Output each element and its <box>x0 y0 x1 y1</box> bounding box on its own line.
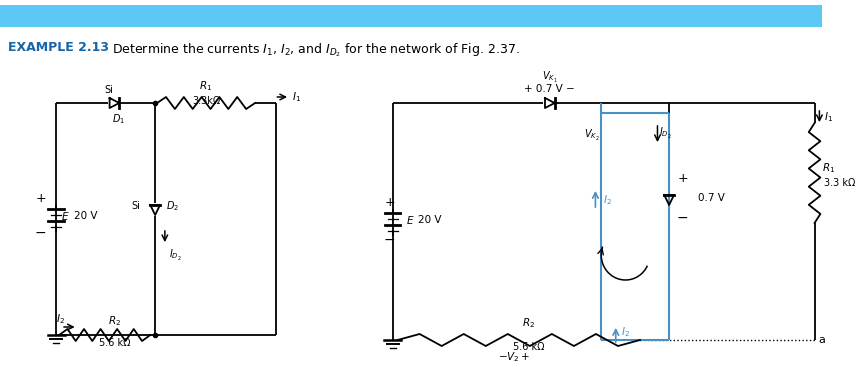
Text: $I_2$: $I_2$ <box>56 312 64 326</box>
Text: $D_2$: $D_2$ <box>166 199 179 213</box>
Text: $- V_2 +$: $- V_2 +$ <box>498 350 530 364</box>
Text: −: − <box>677 211 688 225</box>
Text: $V_{K_2}$: $V_{K_2}$ <box>584 128 599 142</box>
Text: + 0.7 V −: + 0.7 V − <box>524 84 575 94</box>
Text: 0.7 V: 0.7 V <box>698 193 725 203</box>
Text: $I_{D_2}$: $I_{D_2}$ <box>659 125 672 141</box>
Text: a: a <box>818 335 825 345</box>
Text: $E$: $E$ <box>61 210 69 222</box>
Text: $I_2$: $I_2$ <box>603 193 612 207</box>
Text: $D_1$: $D_1$ <box>111 112 125 126</box>
Text: $I_1$: $I_1$ <box>824 110 833 124</box>
Text: +: + <box>35 192 46 205</box>
Text: $R_2$: $R_2$ <box>522 316 535 330</box>
Text: $E$: $E$ <box>406 214 415 226</box>
Bar <box>0 5 823 27</box>
Text: $I_{D_2}$: $I_{D_2}$ <box>169 248 182 263</box>
Text: +: + <box>385 195 395 209</box>
Text: $R_1$: $R_1$ <box>823 161 836 175</box>
Text: 3.3 kΩ: 3.3 kΩ <box>824 178 855 188</box>
Text: 5.6 kΩ: 5.6 kΩ <box>99 338 130 348</box>
Text: EXAMPLE 2.13: EXAMPLE 2.13 <box>8 41 109 54</box>
Text: Si: Si <box>105 85 113 95</box>
Text: $R_2$: $R_2$ <box>108 314 121 328</box>
Text: −: − <box>384 233 396 247</box>
Text: $R_1$: $R_1$ <box>200 79 213 93</box>
Text: 20 V: 20 V <box>418 215 441 225</box>
Text: $V_{K_1}$: $V_{K_1}$ <box>542 70 558 84</box>
Text: 20 V: 20 V <box>74 211 97 221</box>
Text: Si: Si <box>131 201 141 211</box>
Text: 3.3kΩ: 3.3kΩ <box>192 96 220 106</box>
Text: $I_2$: $I_2$ <box>620 325 630 339</box>
Text: $I_1$: $I_1$ <box>292 90 301 104</box>
Text: +: + <box>677 172 688 185</box>
Text: Determine the currents $I_1$, $I_2$, and $I_{D_2}$ for the network of Fig. 2.37.: Determine the currents $I_1$, $I_2$, and… <box>111 41 519 58</box>
Text: −: − <box>35 226 46 240</box>
Text: 5.6 kΩ: 5.6 kΩ <box>512 342 544 352</box>
